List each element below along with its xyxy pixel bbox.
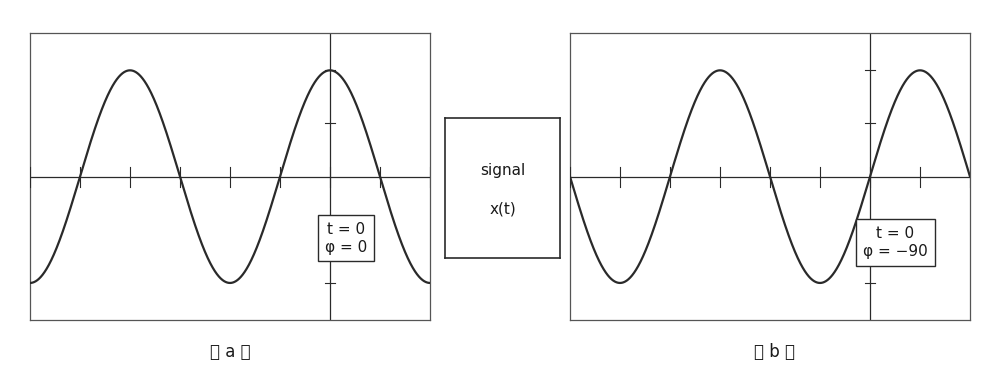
Text: （ a ）: （ a ）	[210, 343, 250, 361]
Text: （ b ）: （ b ）	[755, 343, 796, 361]
Text: x(t): x(t)	[489, 201, 516, 216]
Text: t = 0
φ = −90: t = 0 φ = −90	[863, 226, 928, 259]
Text: signal: signal	[480, 163, 525, 178]
Text: t = 0
φ = 0: t = 0 φ = 0	[325, 222, 367, 255]
